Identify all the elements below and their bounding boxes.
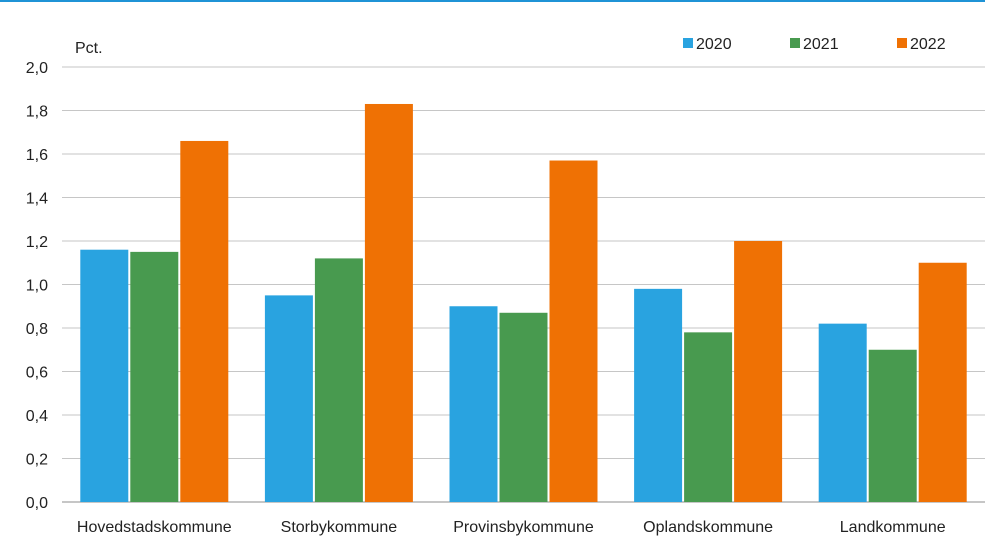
- y-axis-unit-label: Pct.: [75, 40, 103, 57]
- bar-2020-0: [80, 249, 129, 502]
- bar-2021-1: [314, 258, 363, 502]
- bar-2022-2: [549, 160, 598, 502]
- x-axis-category-labels: Hovedstadskommune Storbykommune Provinsbyk…: [77, 519, 946, 536]
- y-tick-label: 1,6: [26, 147, 48, 164]
- y-tick-label: 1,0: [26, 278, 48, 295]
- bar-2022-4: [918, 262, 967, 502]
- y-axis-ticks: 0,0 0,2 0,4 0,6 0,8 1,0 1,2 1,4 1,6 1,8 2,0: [26, 60, 48, 512]
- legend-swatch-2021: [790, 38, 800, 48]
- y-tick-label: 1,2: [26, 234, 48, 251]
- y-tick-label: 2,0: [26, 60, 48, 77]
- legend-label: 2021: [803, 36, 839, 53]
- legend-label: 2022: [910, 36, 946, 53]
- x-category-label: Hovedstadskommune: [77, 519, 232, 536]
- bar-2022-0: [180, 140, 229, 502]
- bar-2021-0: [130, 251, 179, 502]
- bar-2022-3: [734, 241, 783, 502]
- top-rule: [0, 0, 985, 2]
- bar-2022-1: [364, 103, 413, 502]
- y-tick-label: 1,4: [26, 191, 48, 208]
- y-tick-label: 0,0: [26, 495, 48, 512]
- bar-2021-3: [684, 332, 733, 502]
- bar-2020-3: [634, 288, 683, 502]
- y-tick-label: 0,6: [26, 365, 48, 382]
- bar-2020-2: [449, 306, 498, 502]
- legend-swatch-2020: [683, 38, 693, 48]
- x-category-label: Provinsbykommune: [453, 519, 594, 536]
- bar-2020-1: [264, 295, 313, 502]
- legend-swatch-2022: [897, 38, 907, 48]
- legend-label: 2020: [696, 36, 732, 53]
- legend: 2020 2021 2022: [683, 36, 946, 53]
- bar-2021-4: [868, 349, 917, 502]
- x-category-label: Oplandskommune: [643, 519, 773, 536]
- x-category-label: Landkommune: [840, 519, 946, 536]
- y-tick-label: 0,2: [26, 452, 48, 469]
- y-tick-label: 0,4: [26, 408, 48, 425]
- y-tick-label: 0,8: [26, 321, 48, 338]
- bars: [80, 103, 967, 502]
- bar-2021-2: [499, 312, 548, 502]
- y-tick-label: 1,8: [26, 104, 48, 121]
- bar-2020-4: [818, 323, 867, 502]
- x-category-label: Storbykommune: [281, 519, 398, 536]
